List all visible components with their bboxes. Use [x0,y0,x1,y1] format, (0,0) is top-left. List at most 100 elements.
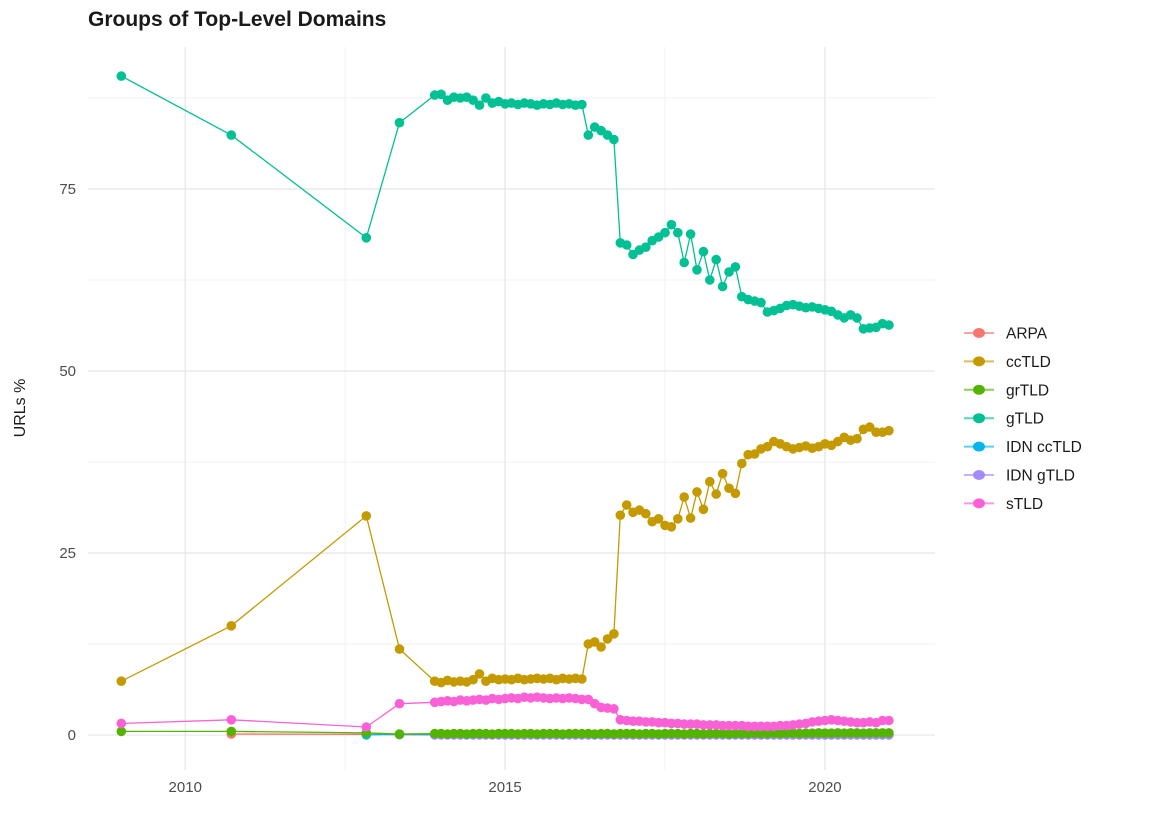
data-point [621,500,632,510]
data-point [666,522,677,532]
data-point [116,71,127,81]
series-layer [116,71,894,740]
y-axis-title: URLs % [12,379,29,438]
data-point [116,676,127,686]
data-point [737,458,747,469]
data-point [679,257,689,268]
data-point [361,511,372,521]
data-point [394,644,405,654]
data-point [481,93,491,103]
data-point [609,134,619,145]
data-point [685,513,696,523]
x-tick-label: 2010 [169,779,202,796]
x-tick-label: 2015 [488,779,521,796]
data-point [474,100,485,110]
gridlines-major [88,47,935,770]
legend-label: grTLD [1006,382,1049,399]
data-point [577,99,587,110]
legend-key-dot [973,470,985,480]
data-point [609,704,619,714]
data-point [226,726,237,737]
data-point [685,229,696,239]
series-grTLD [116,726,894,739]
data-point [641,242,651,252]
data-point [852,433,862,444]
legend-label: ccTLD [1006,354,1051,371]
legend-label: sTLD [1006,496,1043,513]
data-point [756,297,766,308]
data-point [641,508,651,519]
legend-label: IDN ccTLD [1006,439,1082,456]
legend-key-dot [973,356,985,367]
data-point [724,483,734,494]
data-point [609,629,619,639]
legend-key-dot [973,384,985,395]
data-point [884,728,894,738]
y-tick-label: 0 [68,727,76,744]
data-point [698,246,709,257]
data-point [116,726,127,737]
legend-item-ARPA: ARPA [964,326,1048,343]
data-point [884,425,894,436]
data-point [698,504,709,515]
data-point [226,130,237,140]
data-point [711,489,721,499]
data-point [884,715,894,726]
legend-key-dot [973,441,985,452]
data-point [361,722,372,732]
data-point [762,441,773,452]
data-point [577,674,587,684]
data-point [852,313,862,323]
legend-item-sTLD: sTLD [964,496,1043,513]
data-point [394,117,405,128]
y-tick-label: 25 [59,545,76,562]
data-point [730,262,741,272]
y-tick-label: 75 [59,181,76,198]
data-point [226,715,237,725]
series-gTLD [116,71,894,334]
data-point [705,476,715,487]
legend-label: IDN gTLD [1006,468,1075,485]
data-point [679,492,689,502]
data-point [361,233,372,243]
legend-label: gTLD [1006,411,1044,428]
data-point [596,642,606,652]
series-ccTLD [116,422,894,688]
legend-item-ccTLD: ccTLD [964,354,1051,371]
data-point [724,267,734,277]
data-point [621,240,632,250]
legend-key-dot [973,413,985,424]
data-point [717,281,728,292]
legend-key-dot [973,498,985,509]
legend: ARPA ccTLD grTLD gTLD IDN ccTLD IDN gTLD sTLD [964,326,1082,513]
gridlines-minor [88,47,935,770]
data-point [660,227,670,238]
data-point [666,219,677,230]
data-point [474,669,485,679]
data-point [394,698,405,709]
series-sTLD [116,692,894,732]
y-tick-label: 50 [59,363,76,380]
data-point [730,488,741,499]
legend-item-IDN-gTLD: IDN gTLD [964,468,1075,485]
data-point [705,275,715,285]
data-point [692,487,702,497]
data-point [673,514,683,524]
data-point [884,320,894,330]
data-point [864,422,875,432]
legend-item-IDN-ccTLD: IDN ccTLD [964,439,1082,456]
data-point [436,89,446,100]
data-point [602,634,613,644]
legend-key-dot [973,328,985,338]
data-point [116,718,127,729]
data-point [749,449,760,459]
data-point [692,265,702,275]
data-point [653,514,664,524]
data-point [711,254,721,265]
data-point [615,510,626,520]
data-point [673,227,683,238]
data-point [589,637,600,647]
data-point [226,621,237,631]
